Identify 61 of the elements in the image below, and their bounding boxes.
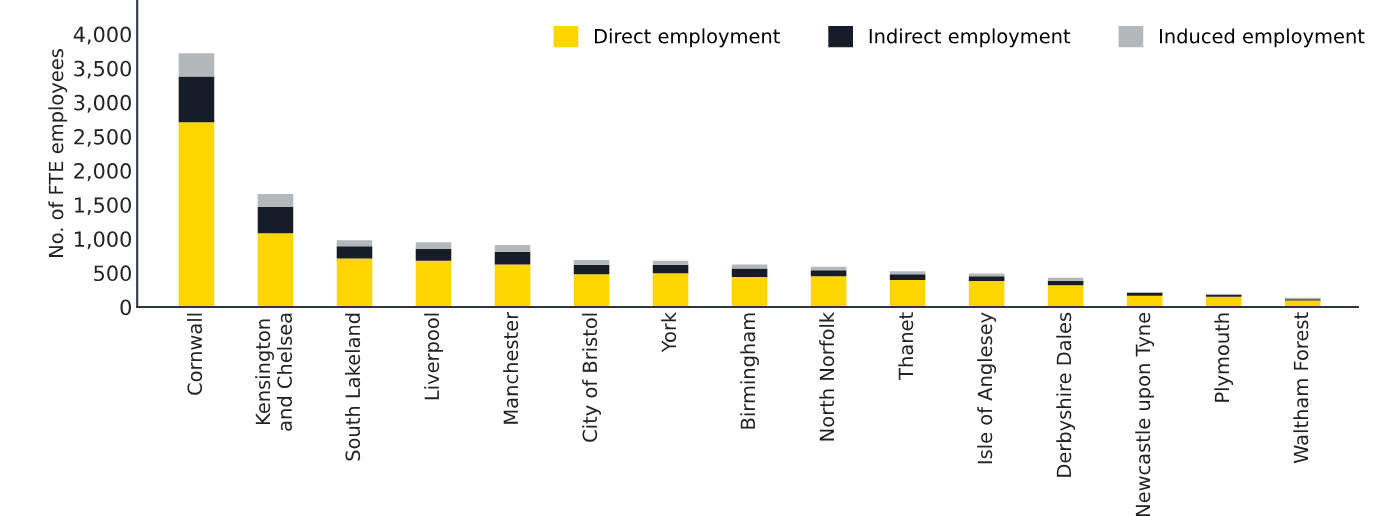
bar [336,258,373,308]
bar [415,260,452,308]
bar [178,53,215,77]
x-tick-label: South Lakeland [345,313,361,461]
x-tick-label: Birmingham [740,313,759,429]
bar [731,264,768,269]
bar [889,280,926,308]
bar [1047,277,1084,281]
x-tick-label: Kensington and Chelsea [255,313,293,431]
bar [494,251,531,265]
bar [257,233,294,308]
x-tick-label: Thanet [898,312,914,380]
x-tick-label: York [661,311,677,353]
bar [889,274,926,281]
x-tick-label: City of Bristol [582,313,601,442]
bar [652,273,689,308]
x-tick-label: Manchester [503,311,519,424]
x-tick-label: Newcastle upon Tyne [1135,312,1155,516]
y-tick-label: 3,500 [74,60,131,79]
bar [494,244,531,252]
x-tick-label: Plymouth [1214,313,1234,402]
bar [415,242,452,250]
bar [415,249,452,261]
bar [810,276,847,308]
x-tick-label: Isle of Anglesey [977,312,997,464]
bar [652,260,689,265]
x-tick-label: North Norfolk [819,311,835,441]
x-tick-label: Cornwall [187,313,203,395]
bar [178,76,215,123]
y-tick-label: 4,000 [73,26,131,45]
y-tick-label: 2,000 [74,163,131,181]
y-tick-label: 0 [120,299,131,316]
x-tick-label: Derbyshire Dales [1056,312,1076,477]
y-axis-title: No. of FTE employees [48,49,68,257]
bar [494,264,531,308]
bar [968,281,1005,308]
y-tick-label: 3,000 [74,94,131,113]
legend-label: Indirect employment [869,28,1071,48]
bar [731,277,768,308]
legend-label: Induced employment [1160,28,1365,48]
x-tick-label: Waltham Forest [1293,312,1309,464]
bar [178,122,215,308]
bar [968,276,1005,282]
x-tick-label: Liverpool [424,313,443,400]
y-tick-label: 2,500 [74,128,131,147]
bar [573,274,610,308]
y-tick-label: 1,500 [74,197,131,216]
bar [257,194,294,207]
bar [889,271,926,275]
bar [336,246,373,259]
bar [257,206,294,234]
y-tick-label: 1,000 [74,231,131,250]
legend-label: Direct employment [594,28,780,48]
bar [731,268,768,277]
bar [1047,285,1084,308]
bar [336,240,373,247]
bar [573,264,610,275]
bar [652,264,689,274]
bar [810,270,847,277]
bar [573,259,610,265]
y-tick-label: 500 [94,265,131,282]
